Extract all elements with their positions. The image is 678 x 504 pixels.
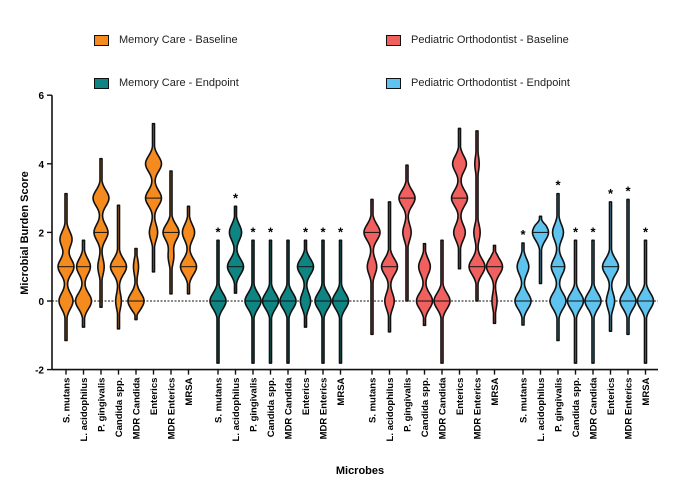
violin-6-series-1 <box>314 239 332 364</box>
x-tick-label: P. gingivalis <box>97 378 108 432</box>
violin-1-series-1 <box>226 205 245 294</box>
legend-swatch <box>386 34 401 46</box>
legend-label: Pediatric Orthodontist - Baseline <box>411 34 569 46</box>
x-tick-label: Enterics <box>606 378 617 416</box>
legend-item: Memory Care - Endpoint <box>94 77 239 89</box>
x-tick-label: P. gingivalis <box>554 378 565 432</box>
x-tick-label: P. gingivalis <box>249 378 260 432</box>
x-tick-label: Enterics <box>301 378 312 416</box>
significance-star: * <box>643 224 649 239</box>
violin-5-series-2 <box>450 127 469 270</box>
legend-item: Memory Care - Baseline <box>94 34 238 46</box>
violin-1-series-0 <box>74 239 93 328</box>
violin-3-series-3 <box>566 239 585 364</box>
significance-star: * <box>250 224 256 239</box>
y-tick-label: 6 <box>38 91 44 102</box>
significance-star: * <box>320 224 326 239</box>
significance-star: * <box>520 227 526 242</box>
x-tick-label: S. mutans <box>368 378 379 423</box>
violin-2-series-1 <box>244 239 262 364</box>
significance-star: * <box>608 186 614 201</box>
violin-7-series-0 <box>179 205 198 295</box>
violin-4-series-2 <box>433 239 451 364</box>
x-tick-label: Candida spp. <box>571 378 582 438</box>
significance-star: * <box>338 224 344 239</box>
violin-4-series-0 <box>127 247 145 321</box>
x-tick-label: L. acidophilus <box>231 378 242 442</box>
legend-swatch <box>94 34 109 46</box>
y-axis-label: Microbial Burden Score <box>19 171 31 294</box>
significance-star: * <box>555 178 561 193</box>
x-tick-label: P. gingivalis <box>403 378 414 432</box>
significance-star: * <box>303 224 309 239</box>
legend-item: Pediatric Orthodontist - Endpoint <box>386 77 570 89</box>
x-tick-label: S. mutans <box>62 378 73 423</box>
x-tick-label: MDR Enterics <box>473 378 484 440</box>
x-tick-label: L. acidophilus <box>79 378 90 442</box>
x-tick-label: L. acidophilus <box>536 378 547 442</box>
x-tick-label: Candida spp. <box>420 378 431 438</box>
x-tick-label: MDR Enterics <box>167 378 178 440</box>
significance-star: * <box>625 183 631 198</box>
y-tick-label: 2 <box>38 228 44 239</box>
legend-label: Memory Care - Baseline <box>119 34 238 46</box>
x-tick-label: Enterics <box>455 378 466 416</box>
significance-star: * <box>573 224 579 239</box>
violin-1-series-3 <box>531 215 550 285</box>
y-tick-label: -2 <box>35 366 44 377</box>
x-tick-label: MDR Candida <box>589 377 600 439</box>
x-tick-label: Enterics <box>149 378 160 416</box>
x-tick-label: MDR Candida <box>284 377 295 439</box>
significance-star: * <box>590 224 596 239</box>
x-tick-label: MDR Enterics <box>319 378 330 440</box>
violin-3-series-1 <box>261 239 280 364</box>
legend-swatch <box>94 77 109 89</box>
violin-2-series-0 <box>92 157 110 308</box>
x-tick-label: MDR Enterics <box>624 378 635 440</box>
violin-6-series-3 <box>619 198 637 336</box>
x-tick-label: MDR Candida <box>132 377 143 439</box>
violin-6-series-2 <box>468 130 486 302</box>
x-tick-label: S. mutans <box>214 378 225 423</box>
x-axis-label: Microbes <box>336 465 384 477</box>
x-tick-label: MRSA <box>641 377 652 405</box>
x-tick-label: L. acidophilus <box>385 378 396 442</box>
violin-7-series-3 <box>636 239 655 364</box>
x-tick-label: Candida spp. <box>266 378 277 438</box>
violin-2-series-2 <box>398 164 416 302</box>
violin-7-series-2 <box>485 244 504 325</box>
legend-label: Memory Care - Endpoint <box>119 77 239 89</box>
x-tick-label: MRSA <box>490 377 501 405</box>
violin-4-series-3 <box>584 239 602 364</box>
x-tick-label: MDR Candida <box>438 377 449 439</box>
violin-7-series-1 <box>331 239 350 364</box>
violin-0-series-3 <box>514 242 532 326</box>
violin-0-series-1 <box>209 239 227 364</box>
y-tick-label: 0 <box>38 297 44 308</box>
violin-4-series-1 <box>279 239 297 364</box>
x-tick-label: Candida spp. <box>114 378 125 438</box>
legend-item: Pediatric Orthodontist - Baseline <box>386 34 569 46</box>
legend-label: Pediatric Orthodontist - Endpoint <box>411 77 570 89</box>
x-tick-label: S. mutans <box>519 378 530 423</box>
significance-star: * <box>268 224 274 239</box>
significance-star: * <box>233 190 239 205</box>
x-tick-label: MRSA <box>336 377 347 405</box>
violin-0-series-2 <box>363 198 381 336</box>
violin-3-series-2 <box>415 242 434 327</box>
violin-5-series-1 <box>296 239 315 328</box>
significance-star: * <box>215 224 221 239</box>
x-tick-label: MRSA <box>184 377 195 405</box>
legend-swatch <box>386 77 401 89</box>
y-tick-label: 4 <box>38 160 44 171</box>
